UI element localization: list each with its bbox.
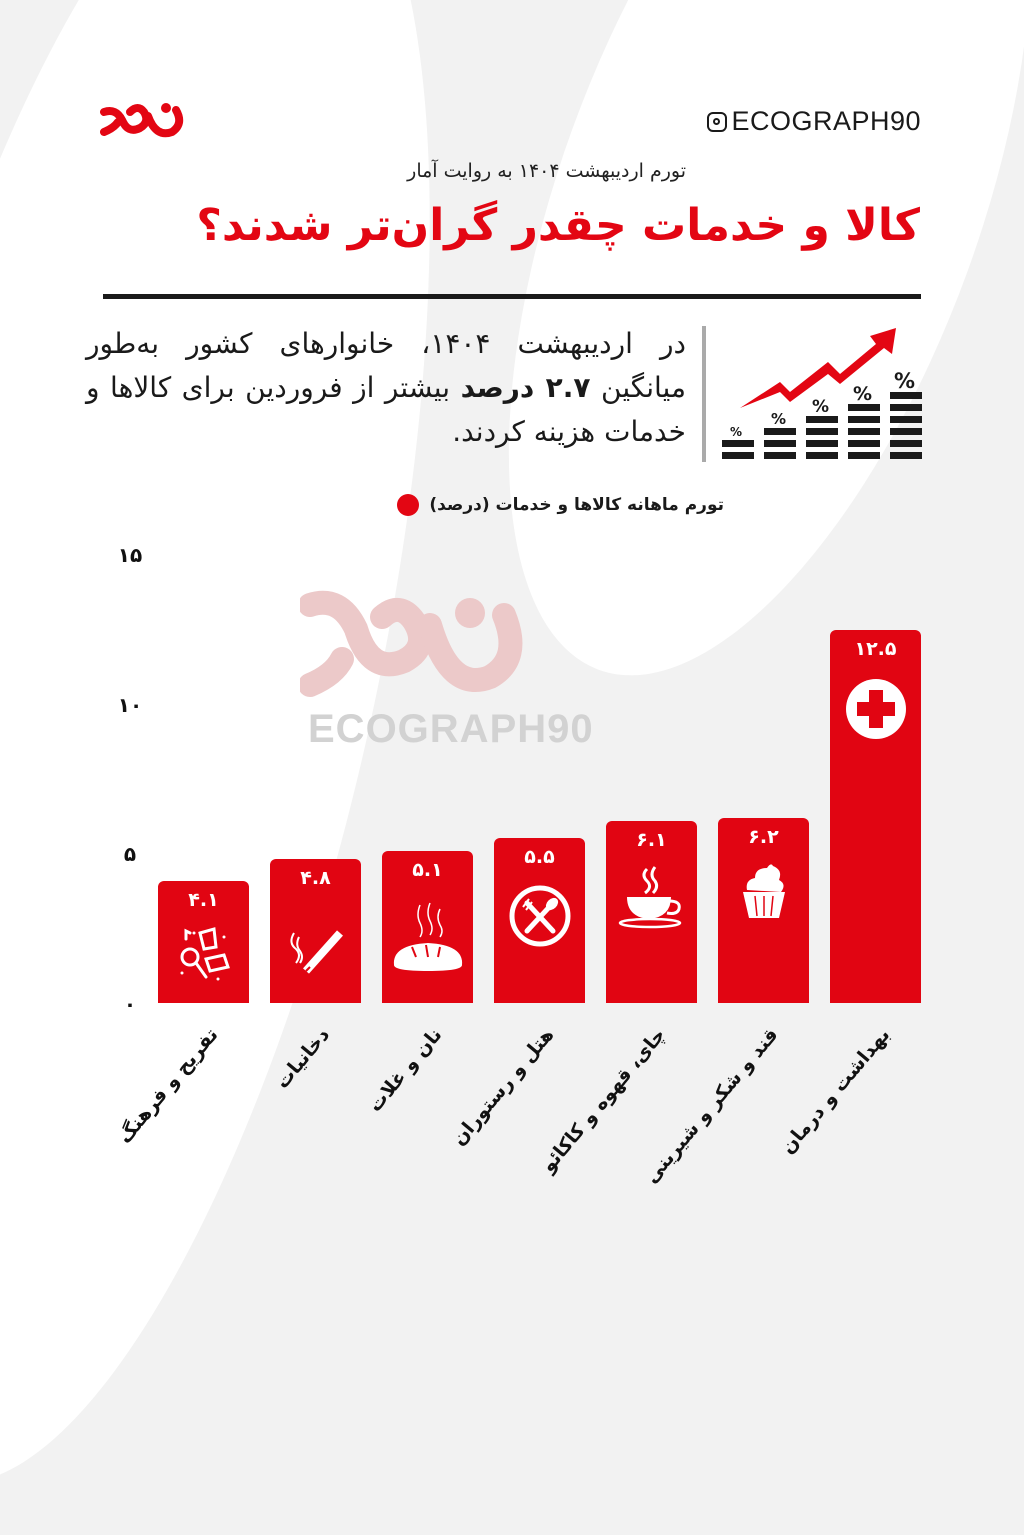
- x-label: هتل و رستوران: [447, 1023, 559, 1150]
- bread-icon: [393, 902, 462, 971]
- chart-legend: تورم ماهانه کالاها و خدمات (درصد): [397, 494, 724, 516]
- watermark-text: ECOGRAPH90: [308, 707, 594, 751]
- instagram-handle[interactable]: ECOGRAPH90: [707, 106, 921, 137]
- y-tick: ۱۵: [117, 543, 143, 567]
- bar-value: ۶.۲: [748, 826, 779, 848]
- svg-text:%: %: [853, 383, 872, 405]
- bar-value: ۴.۱: [188, 889, 219, 911]
- cigarette-icon: [289, 930, 343, 974]
- page-title: کالا و خدمات چقدر گران‌تر شدند؟: [196, 200, 920, 251]
- legend-dot-icon: [397, 494, 420, 516]
- bar-value: ۵.۱: [412, 859, 443, 881]
- y-tick: ۱۰: [117, 693, 143, 717]
- bar-sugar-sweets: ۶.۲: [718, 818, 809, 1003]
- bar-tea-coffee: ۶.۱: [606, 821, 697, 1003]
- bar-entertainment: ۴.۱: [158, 881, 249, 1003]
- bar-value: ۴.۸: [300, 867, 331, 889]
- x-label: بهداشت و درمان: [776, 1023, 895, 1159]
- legend-label: تورم ماهانه کالاها و خدمات (درصد): [429, 495, 724, 515]
- handle-text: ECOGRAPH90: [731, 106, 921, 136]
- bar-value: ۵.۵: [524, 846, 555, 868]
- bar-hotel-restaurant: ۵.۵: [494, 838, 585, 1003]
- description-text: در اردیبهشت ۱۴۰۴، خانوارهای کشور به‌طور …: [86, 327, 686, 404]
- divider: [103, 294, 921, 299]
- svg-text:%: %: [812, 397, 829, 417]
- bar-health: ۱۲.۵: [830, 630, 921, 1003]
- coffee-cup-icon: [618, 866, 681, 929]
- description: در اردیبهشت ۱۴۰۴، خانوارهای کشور به‌طور …: [86, 322, 686, 454]
- x-label: قند و شکر و شیرینی: [640, 1023, 783, 1188]
- subtitle: تورم اردیبهشت ۱۴۰۴ به روایت آمار: [407, 160, 686, 182]
- svg-text:%: %: [894, 369, 915, 393]
- bar-tobacco: ۴.۸: [270, 859, 361, 1003]
- y-tick: ۰: [123, 992, 137, 1016]
- description-text: بیشتر از فروردین برای کالاها و خدمات هزی…: [86, 371, 686, 448]
- plate-cutlery-icon: [509, 885, 570, 947]
- y-tick: ۵: [123, 842, 137, 866]
- inflation-growth-icon: % % % % %: [722, 328, 922, 459]
- description-highlight: ۲.۷ درصد: [460, 371, 591, 404]
- bar-value: ۶.۱: [636, 829, 667, 851]
- cupcake-icon: [742, 864, 785, 918]
- bar-bread: ۵.۱: [382, 851, 473, 1003]
- x-label: نان و غلات: [363, 1023, 447, 1117]
- medical-cross-icon: [845, 679, 906, 739]
- brand-logo-icon: [100, 103, 184, 138]
- watermark-logo-icon: [300, 590, 523, 697]
- x-label: چای، قهوه و کاکائو: [537, 1023, 671, 1177]
- svg-text:%: %: [771, 410, 786, 428]
- entertainment-icon: [180, 927, 230, 981]
- vertical-divider: [702, 326, 706, 462]
- instagram-icon: [707, 111, 728, 132]
- bar-value: ۱۲.۵: [854, 638, 897, 660]
- svg-text:%: %: [730, 425, 742, 439]
